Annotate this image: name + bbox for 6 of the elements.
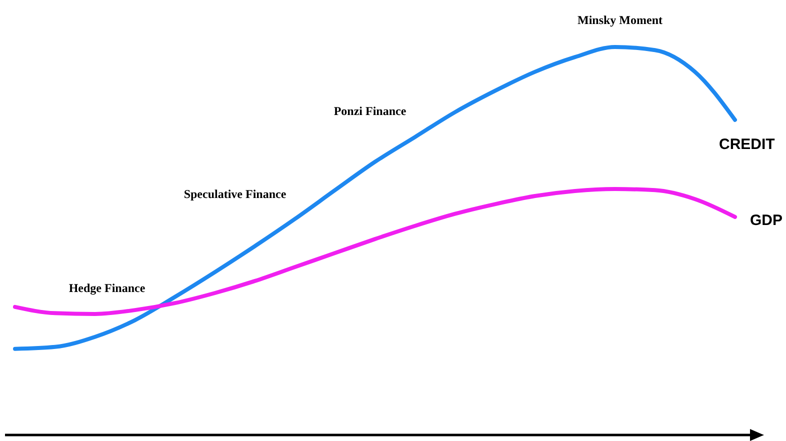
- series-label: CREDIT: [719, 136, 775, 153]
- series-label: GDP: [750, 212, 783, 229]
- text: Minsky Moment: [578, 13, 662, 27]
- annotation: Ponzi Finance: [334, 104, 407, 118]
- annotation: Hedge Finance: [68, 281, 146, 295]
- annotation: Speculative Finance: [184, 187, 287, 201]
